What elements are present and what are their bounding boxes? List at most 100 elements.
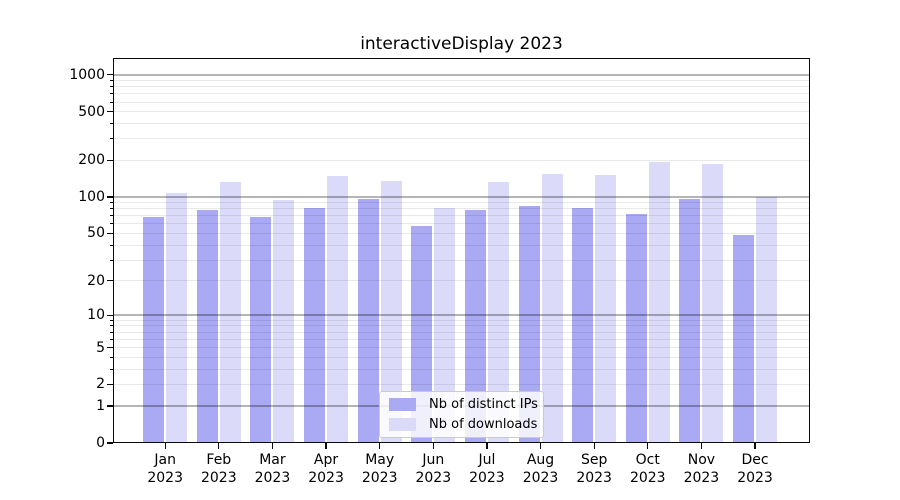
gridline-400 [113, 123, 810, 125]
chart-title: interactiveDisplay 2023 [360, 34, 563, 54]
gridline-8 [113, 325, 810, 327]
y-minor-tick-40 [109, 244, 113, 246]
bar-distinct-ips-jul [464, 210, 486, 443]
y-minor-tick-80 [109, 208, 113, 210]
gridline-500 [113, 111, 810, 113]
gridline-900 [113, 79, 810, 81]
gridline-100 [113, 196, 810, 198]
legend-label-downloads: Nb of downloads [429, 417, 538, 432]
y-minor-tick-400 [109, 123, 113, 125]
gridline-6 [113, 338, 810, 340]
x-tick-mark-feb [218, 443, 220, 449]
bar-downloads-mar [273, 200, 295, 443]
y-tick-mark-200 [107, 159, 113, 162]
gridline-4 [113, 356, 810, 358]
bar-downloads-jun [434, 207, 456, 443]
gridline-3 [113, 368, 810, 370]
gridline-1000 [113, 74, 810, 76]
y-tick-label-1: 1 [96, 398, 105, 415]
legend-swatch-downloads [389, 418, 416, 431]
bar-downloads-nov [702, 163, 724, 443]
gridline-7 [113, 331, 810, 333]
legend-item-distinct-ips: Nb of distinct IPs [380, 395, 543, 415]
y-minor-tick-6 [109, 338, 113, 340]
gridline-10 [113, 314, 810, 316]
bar-distinct-ips-sep [572, 208, 594, 443]
bar-distinct-ips-feb [196, 210, 218, 443]
gridline-40 [113, 244, 810, 246]
bar-downloads-apr [327, 176, 349, 443]
x-tick-label-aug: Aug 2023 [522, 452, 559, 486]
gridline-30 [113, 259, 810, 261]
plot-area [113, 58, 810, 443]
y-tick-mark-1000 [107, 74, 113, 76]
gridline-600 [113, 101, 810, 103]
y-tick-mark-100 [107, 196, 113, 198]
y-minor-tick-90 [109, 202, 113, 204]
x-tick-mark-jul [486, 443, 488, 449]
bar-distinct-ips-jun [411, 225, 433, 443]
bar-downloads-aug [541, 173, 563, 443]
gridline-70 [113, 215, 810, 217]
x-tick-label-feb: Feb 2023 [200, 452, 237, 486]
y-minor-tick-600 [109, 101, 113, 103]
x-tick-mark-aug [539, 443, 542, 449]
y-tick-label-500: 500 [78, 103, 105, 120]
x-tick-label-jun: Jun 2023 [415, 452, 452, 486]
x-tick-mark-apr [325, 443, 327, 449]
gridline-20 [113, 280, 810, 282]
y-minor-tick-700 [109, 93, 113, 95]
y-minor-tick-900 [109, 79, 113, 81]
y-tick-label-2: 2 [96, 376, 105, 393]
bar-distinct-ips-jan [143, 216, 165, 443]
bar-downloads-jul [487, 182, 509, 443]
gridline-5 [113, 347, 810, 349]
y-tick-mark-2 [107, 383, 113, 386]
gridline-90 [113, 202, 810, 204]
x-tick-mark-jun [432, 443, 434, 449]
gridline-800 [113, 86, 810, 88]
x-tick-mark-dec [754, 443, 756, 449]
legend-label-distinct-ips: Nb of distinct IPs [429, 397, 538, 412]
x-tick-label-mar: Mar 2023 [254, 452, 291, 486]
y-minor-tick-30 [109, 259, 113, 261]
legend-item-downloads: Nb of downloads [380, 415, 543, 435]
gridline-300 [113, 138, 810, 140]
y-minor-tick-60 [109, 223, 113, 225]
x-tick-label-apr: Apr 2023 [308, 452, 344, 486]
y-tick-label-5: 5 [96, 339, 105, 356]
y-minor-tick-4 [109, 356, 113, 358]
gridline-50 [113, 232, 810, 234]
bar-distinct-ips-mar [250, 217, 272, 443]
x-tick-mark-jan [164, 443, 166, 449]
x-tick-mark-oct [647, 443, 649, 449]
bar-distinct-ips-aug [518, 206, 540, 443]
y-minor-tick-7 [109, 331, 113, 333]
gridline-80 [113, 208, 810, 210]
y-tick-mark-50 [107, 232, 113, 235]
y-minor-tick-9 [109, 319, 113, 321]
bar-distinct-ips-apr [304, 208, 326, 443]
y-minor-tick-800 [109, 86, 113, 88]
y-tick-label-20: 20 [87, 272, 105, 289]
y-tick-mark-1 [107, 405, 113, 407]
x-tick-label-may: May 2023 [361, 452, 398, 486]
y-minor-tick-300 [109, 138, 113, 140]
gridline-60 [113, 223, 810, 225]
y-tick-mark-5 [107, 346, 113, 349]
bar-downloads-sep [595, 174, 617, 443]
y-tick-label-100: 100 [78, 189, 105, 206]
y-minor-tick-8 [109, 325, 113, 327]
y-tick-mark-20 [107, 280, 113, 282]
x-tick-mark-mar [271, 443, 274, 449]
x-tick-mark-nov [700, 443, 703, 449]
x-tick-mark-sep [593, 443, 595, 449]
bar-downloads-may [380, 180, 402, 443]
y-tick-mark-0 [107, 442, 113, 444]
y-tick-mark-500 [107, 111, 113, 113]
y-tick-label-200: 200 [78, 152, 105, 169]
y-tick-label-50: 50 [87, 225, 105, 242]
bar-distinct-ips-may [357, 198, 379, 443]
bar-downloads-oct [648, 162, 670, 443]
